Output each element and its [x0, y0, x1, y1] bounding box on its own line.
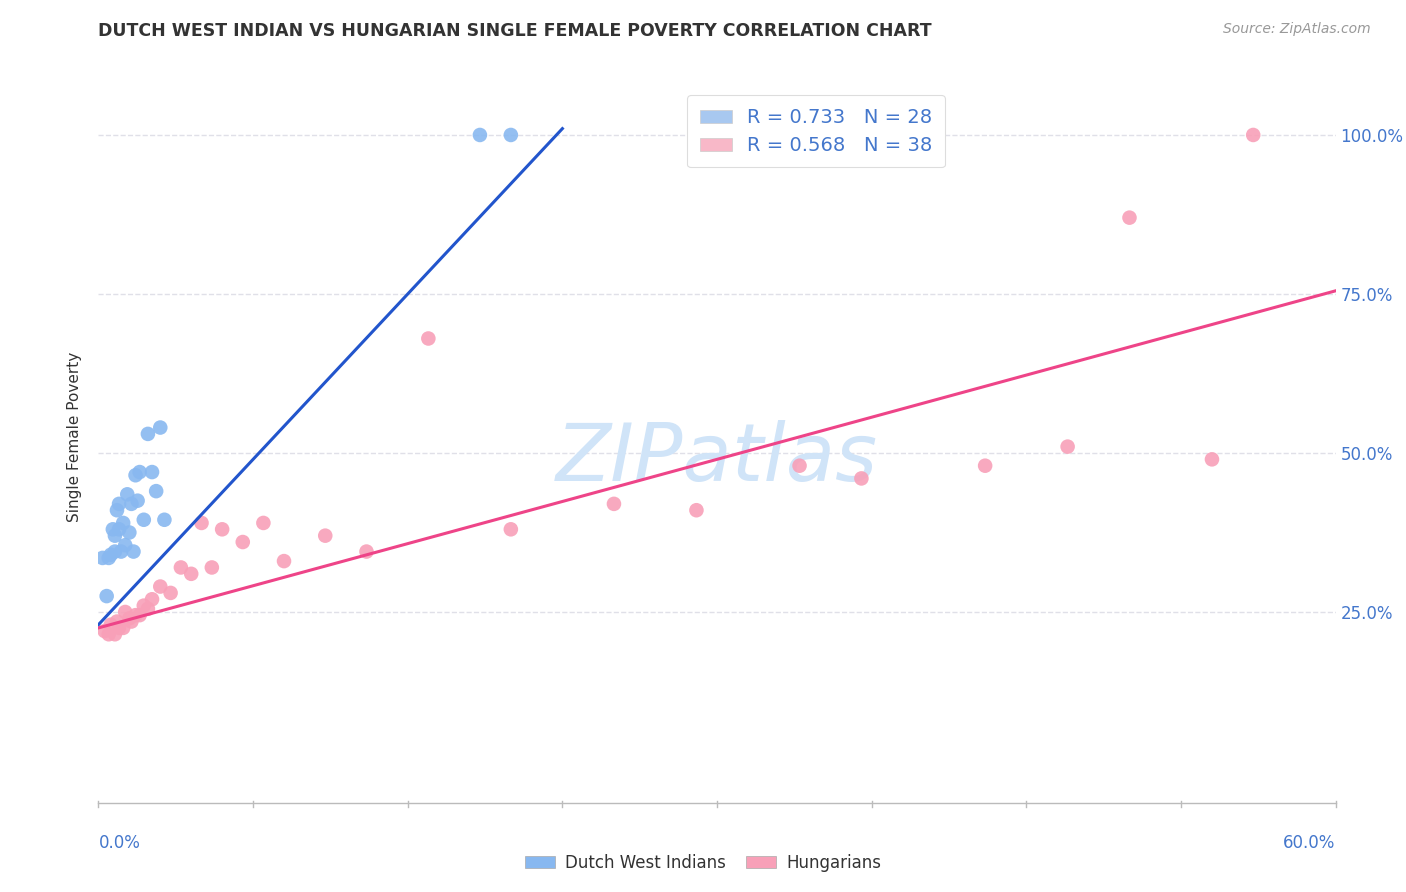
Point [132, 599, 155, 613]
Point [91, 550, 114, 565]
Point [789, 458, 811, 473]
Point [120, 615, 142, 629]
Point [100, 548, 122, 562]
Point [201, 560, 224, 574]
Point [190, 516, 212, 530]
Point [136, 426, 159, 441]
Point [149, 420, 172, 434]
Text: 0.0%: 0.0% [98, 834, 141, 852]
Point [149, 580, 172, 594]
Text: 60.0%: 60.0% [1284, 834, 1336, 852]
Point [851, 471, 873, 485]
Point [145, 484, 167, 499]
Point [153, 513, 176, 527]
Point [124, 468, 146, 483]
Point [122, 544, 145, 558]
Point [418, 331, 440, 345]
Point [252, 516, 274, 530]
Point [108, 621, 131, 635]
Point [685, 503, 707, 517]
Point [117, 487, 139, 501]
Text: DUTCH WEST INDIAN VS HUNGARIAN SINGLE FEMALE POVERTY CORRELATION CHART: DUTCH WEST INDIAN VS HUNGARIAN SINGLE FE… [98, 22, 932, 40]
Point [104, 544, 127, 558]
Point [1118, 211, 1140, 225]
Point [104, 529, 127, 543]
Point [101, 522, 124, 536]
Point [499, 128, 522, 142]
Point [232, 535, 254, 549]
Point [314, 529, 336, 543]
Point [132, 513, 155, 527]
Text: Source: ZipAtlas.com: Source: ZipAtlas.com [1223, 22, 1371, 37]
Point [112, 621, 135, 635]
Point [124, 608, 146, 623]
Point [127, 493, 149, 508]
Point [141, 465, 163, 479]
Point [118, 525, 141, 540]
Point [180, 566, 202, 581]
Point [108, 522, 131, 536]
Point [141, 592, 163, 607]
Point [136, 602, 159, 616]
Point [1201, 452, 1223, 467]
Point [170, 560, 193, 574]
Legend: Dutch West Indians, Hungarians: Dutch West Indians, Hungarians [519, 847, 887, 879]
Point [468, 128, 491, 142]
Point [499, 522, 522, 536]
Point [114, 605, 136, 619]
Point [120, 497, 142, 511]
Point [96, 589, 118, 603]
Point [112, 516, 135, 530]
Point [1056, 440, 1078, 454]
Point [114, 538, 136, 552]
Point [105, 615, 128, 629]
Point [97, 627, 120, 641]
Point [974, 458, 997, 473]
Point [104, 627, 127, 641]
Legend: R = 0.733   N = 28, R = 0.568   N = 38: R = 0.733 N = 28, R = 0.568 N = 38 [688, 95, 945, 168]
Point [97, 550, 120, 565]
Point [603, 497, 626, 511]
Point [108, 497, 131, 511]
Text: ZIPatlas: ZIPatlas [555, 420, 879, 498]
Point [105, 503, 128, 517]
Point [128, 465, 150, 479]
Point [1241, 128, 1264, 142]
Point [356, 544, 378, 558]
Point [273, 554, 295, 568]
Point [110, 544, 132, 558]
Point [93, 624, 115, 638]
Point [100, 617, 122, 632]
Point [159, 586, 181, 600]
Y-axis label: Single Female Poverty: Single Female Poverty [67, 352, 83, 522]
Point [118, 611, 141, 625]
Point [211, 522, 233, 536]
Point [128, 608, 150, 623]
